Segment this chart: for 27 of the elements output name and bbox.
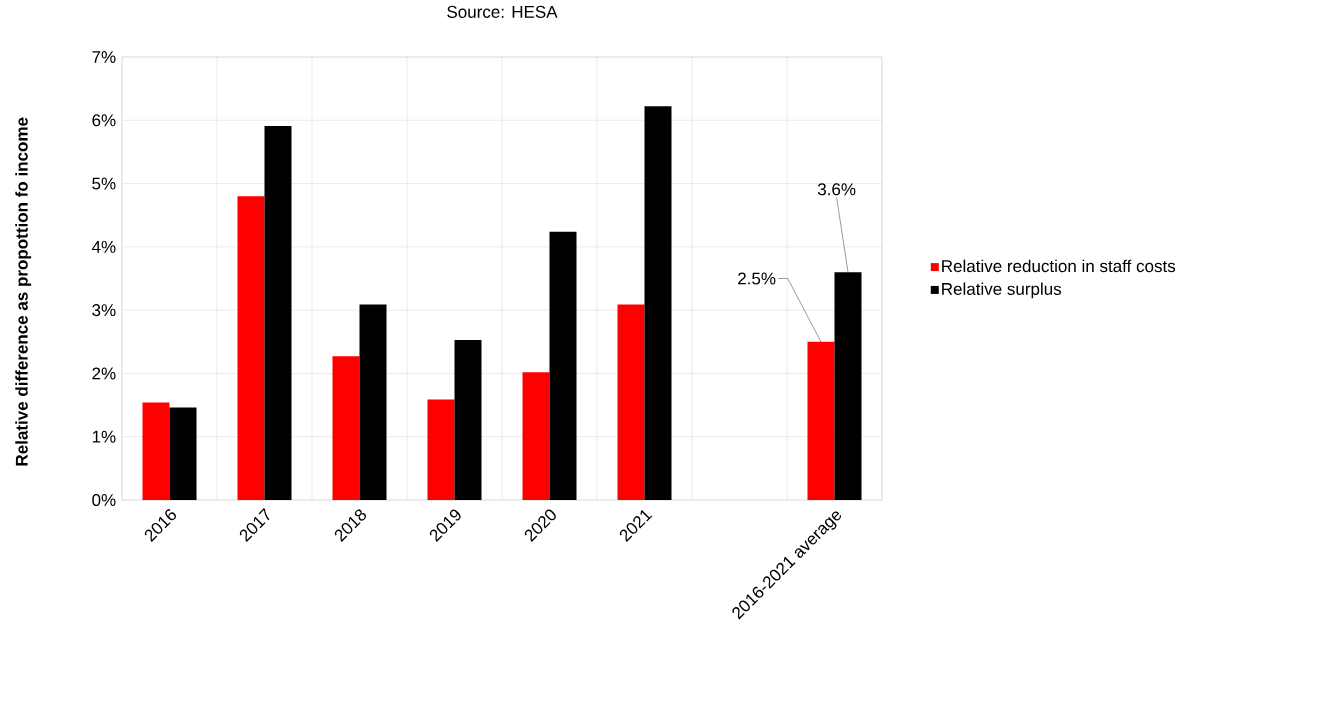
y-tick-label: 3% (92, 304, 116, 317)
y-tick-label: 1% (92, 430, 116, 443)
y-axis-title: Relative difference as propottion fo income (15, 117, 32, 466)
bar (617, 304, 645, 500)
bar (807, 341, 835, 500)
bar (142, 402, 170, 500)
bar (169, 407, 197, 500)
data-label: 2.5% (738, 272, 776, 285)
y-tick-label: 6% (92, 114, 116, 127)
y-tick-label: 4% (91, 240, 116, 253)
legend-label: Relative surplus (942, 282, 1062, 299)
data-label: 3.6% (817, 183, 856, 196)
bar (427, 399, 455, 500)
bar (522, 372, 550, 500)
bar (359, 304, 387, 500)
y-tick-label: 0% (92, 493, 116, 507)
legend-label: Relative reduction in staff costs (942, 259, 1176, 273)
y-tick-label: 2% (92, 367, 116, 380)
source-note: Source: HESA (447, 5, 558, 18)
bar (237, 196, 265, 500)
bar (454, 339, 482, 500)
y-tick-label: 5% (92, 177, 116, 190)
bar (644, 106, 672, 500)
y-tick-label: 7% (92, 51, 116, 63)
bar (332, 356, 360, 500)
bar (549, 231, 577, 500)
bar (264, 125, 292, 500)
